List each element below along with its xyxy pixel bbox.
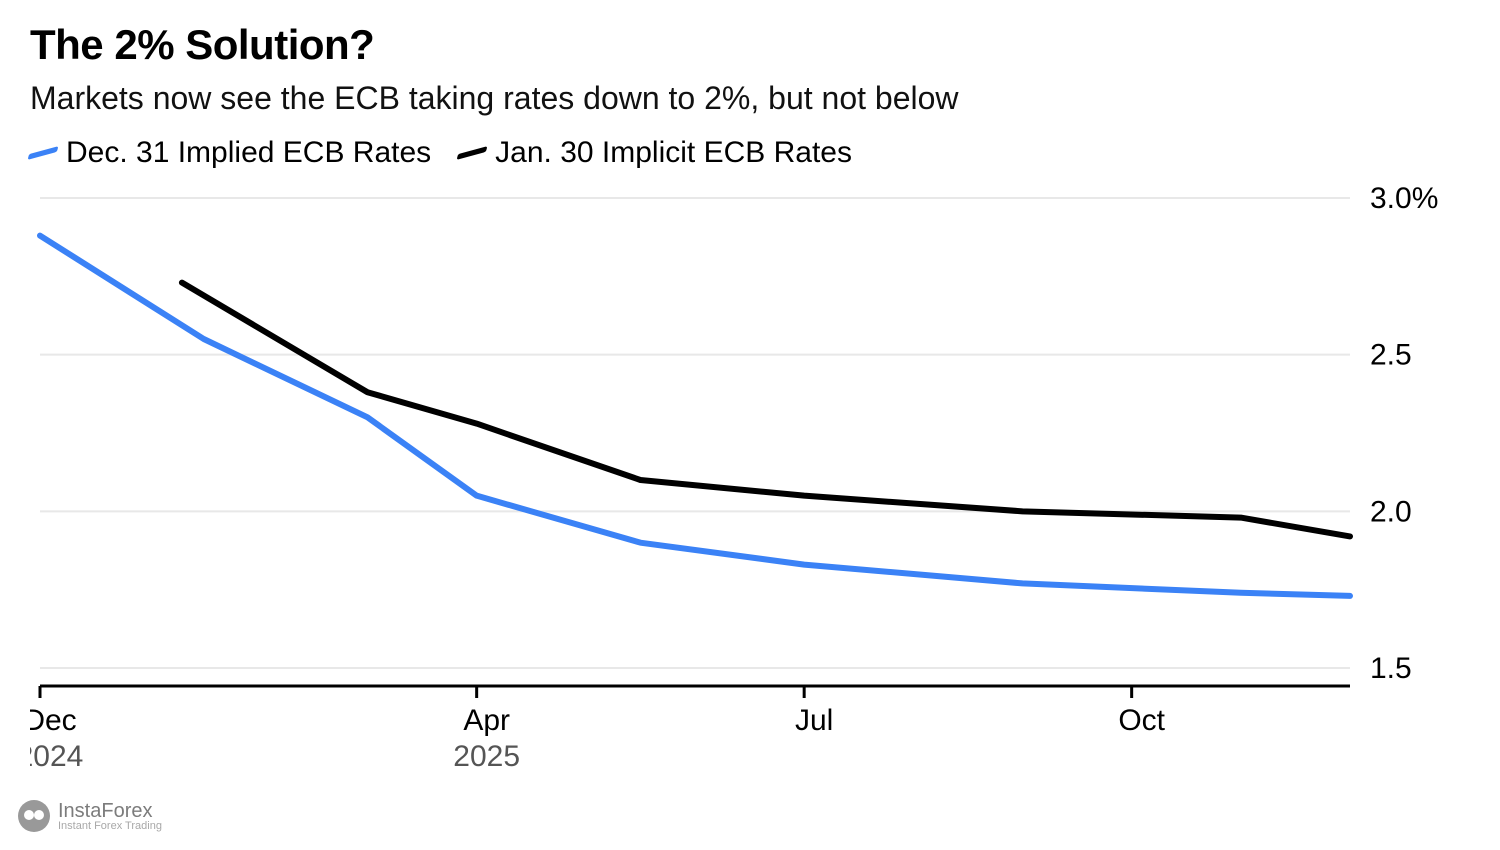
chart-subtitle: Markets now see the ECB taking rates dow… <box>30 78 1470 120</box>
legend-label: Dec. 31 Implied ECB Rates <box>66 136 431 170</box>
y-axis-label: 2.5 <box>1370 339 1412 372</box>
y-axis-label: 1.5 <box>1370 652 1412 685</box>
legend: Dec. 31 Implied ECB Rates Jan. 30 Implic… <box>30 136 1470 170</box>
series-dec31 <box>40 236 1350 596</box>
line-chart: 3.0% 2.5 2.0 1.5 Dec2024 Apr2025 Jul Oct <box>30 178 1470 778</box>
chart-plot-area: 3.0% 2.5 2.0 1.5 Dec2024 Apr2025 Jul Oct <box>30 178 1470 778</box>
chart-title: The 2% Solution? <box>30 20 1470 70</box>
x-axis-sublabel: 2025 <box>453 740 520 773</box>
chart-container: The 2% Solution? Markets now see the ECB… <box>0 0 1500 850</box>
x-axis-label: Oct <box>1118 704 1165 737</box>
x-axis-label: Apr <box>463 704 510 737</box>
x-axis-label: Dec <box>30 704 77 737</box>
legend-item-series1: Dec. 31 Implied ECB Rates <box>30 136 431 170</box>
legend-item-series2: Jan. 30 Implicit ECB Rates <box>459 136 852 170</box>
x-axis-label: Jul <box>795 704 833 737</box>
legend-swatch-icon <box>28 146 59 160</box>
x-axis-sublabel: 2024 <box>30 740 83 773</box>
legend-swatch-icon <box>457 146 488 160</box>
watermark-text: InstaForex Instant Forex Trading <box>58 801 162 832</box>
y-axis-label: 3.0% <box>1370 182 1438 215</box>
legend-label: Jan. 30 Implicit ECB Rates <box>495 136 852 170</box>
watermark-logo-icon <box>18 800 50 832</box>
y-axis-label: 2.0 <box>1370 495 1412 528</box>
watermark-brand: InstaForex <box>58 801 162 821</box>
watermark: InstaForex Instant Forex Trading <box>18 800 162 832</box>
watermark-tagline: Instant Forex Trading <box>58 821 162 832</box>
